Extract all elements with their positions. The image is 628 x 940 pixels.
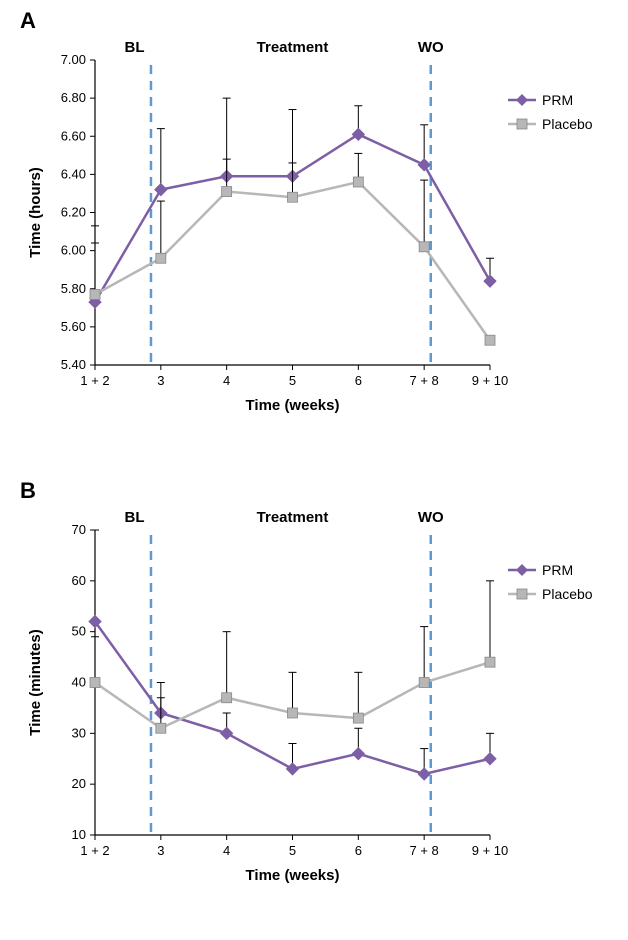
panel-a-chart: 5.40 5.60 5.80 6.00 6.20 6.40 6.60 6.80 7.00 1 + … [0,0,628,440]
svg-text:3: 3 [157,373,164,388]
svg-text:7 + 8: 7 + 8 [410,373,439,388]
svg-text:7 + 8: 7 + 8 [410,843,439,858]
svg-text:WO: WO [418,39,444,56]
svg-text:5.80: 5.80 [61,281,86,296]
figure: A 5.40 5.60 5.80 6.00 6.20 6.40 6.60 6.80 7.00 1 … [0,0,628,910]
svg-text:6.20: 6.20 [61,205,86,220]
svg-text:Time (weeks): Time (weeks) [246,397,340,414]
svg-text:40: 40 [72,675,86,690]
svg-text:PRM: PRM [542,92,573,108]
svg-text:6.00: 6.00 [61,243,86,258]
svg-text:BL: BL [125,509,145,526]
panel-a: A 5.40 5.60 5.80 6.00 6.20 6.40 6.60 6.80 7.00 1 … [0,0,628,440]
svg-text:7.00: 7.00 [61,52,86,67]
svg-text:4: 4 [223,843,230,858]
svg-text:Time (minutes): Time (minutes) [27,629,44,735]
svg-text:6: 6 [355,373,362,388]
svg-text:6.60: 6.60 [61,128,86,143]
svg-text:3: 3 [157,843,164,858]
svg-text:4: 4 [223,373,230,388]
panel-b-chart: 10 20 30 40 50 60 70 1 + 2 3 4 5 6 7 + 8 9 + 10 BL Trea… [0,470,628,910]
svg-text:6.40: 6.40 [61,166,86,181]
panel-b-label: B [20,478,36,504]
svg-text:5: 5 [289,373,296,388]
svg-text:6.80: 6.80 [61,90,86,105]
svg-text:5.40: 5.40 [61,357,86,372]
svg-text:70: 70 [72,522,86,537]
svg-text:WO: WO [418,509,444,526]
svg-text:Time (hours): Time (hours) [27,167,44,258]
svg-text:Placebo: Placebo [542,116,593,132]
svg-text:1 + 2: 1 + 2 [80,373,109,388]
svg-text:6: 6 [355,843,362,858]
panel-b: B 10 20 30 40 50 60 70 1 + 2 3 4 5 6 7 + 8 9 + 10 BL Tr… [0,470,628,910]
panel-a-label: A [20,8,36,34]
svg-text:30: 30 [72,725,86,740]
svg-text:Treatment: Treatment [257,39,329,56]
svg-text:5.60: 5.60 [61,319,86,334]
svg-text:BL: BL [125,39,145,56]
svg-text:20: 20 [72,776,86,791]
svg-text:1 + 2: 1 + 2 [80,843,109,858]
svg-text:PRM: PRM [542,562,573,578]
svg-text:Treatment: Treatment [257,509,329,526]
svg-text:50: 50 [72,624,86,639]
svg-text:5: 5 [289,843,296,858]
svg-text:Placebo: Placebo [542,586,593,602]
svg-text:60: 60 [72,573,86,588]
svg-text:9 + 10: 9 + 10 [472,843,509,858]
svg-text:10: 10 [72,827,86,842]
svg-text:9 + 10: 9 + 10 [472,373,509,388]
svg-text:Time (weeks): Time (weeks) [246,867,340,884]
